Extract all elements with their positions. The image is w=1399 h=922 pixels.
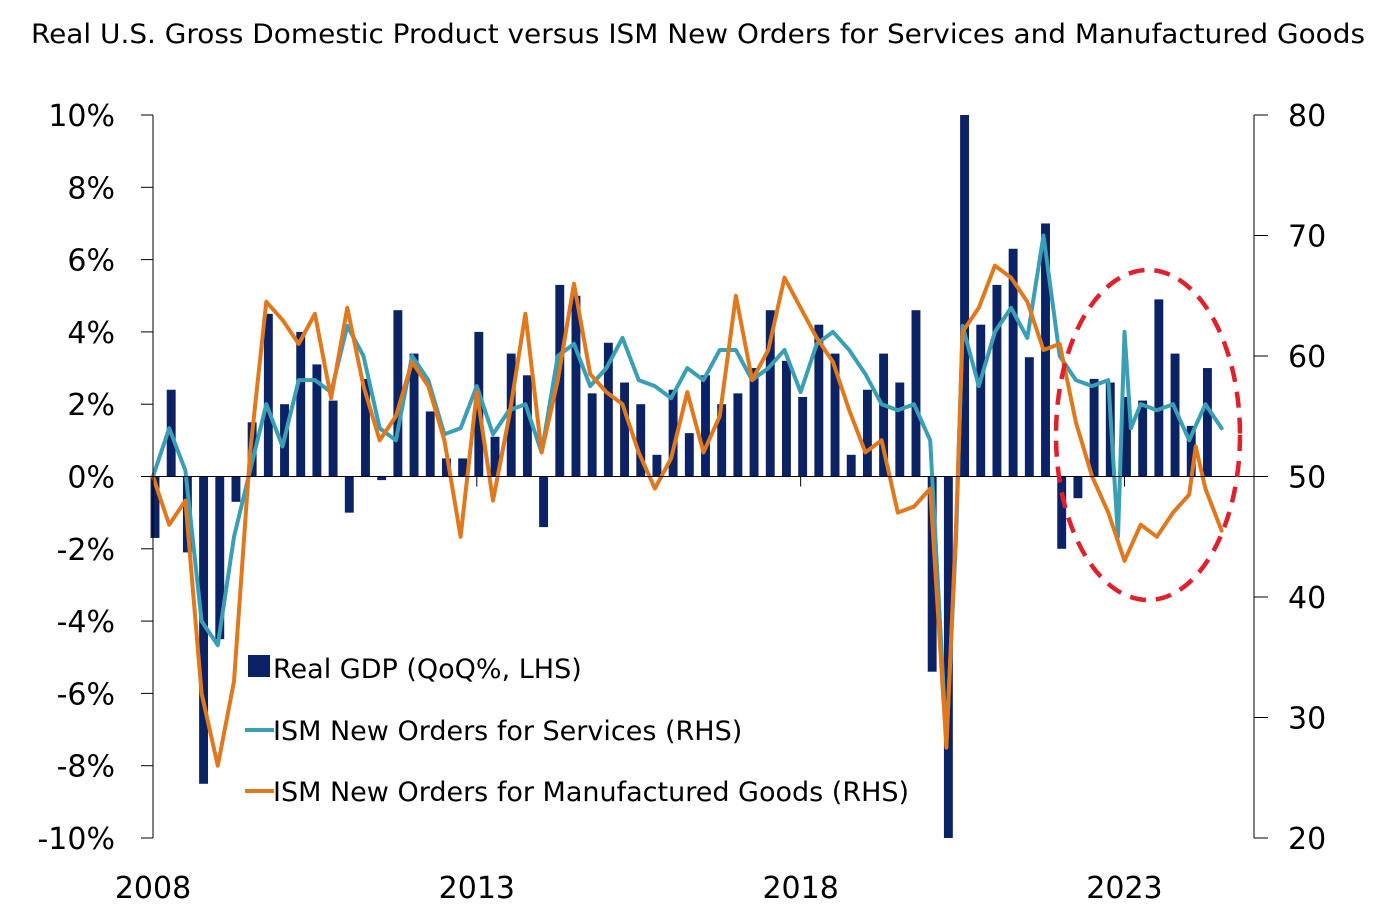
gdp-bar <box>522 375 532 477</box>
gdp-bar <box>425 411 435 477</box>
legend-label: Real GDP (QoQ%, LHS) <box>273 654 582 685</box>
gdp-bar <box>344 476 354 513</box>
gdp-bar <box>539 476 549 528</box>
gdp-bar <box>1122 396 1131 477</box>
gdp-bar <box>603 342 613 477</box>
gdp-bar <box>409 353 419 477</box>
gdp-bar <box>1186 425 1196 477</box>
right-tick-label: 80 <box>1288 99 1326 134</box>
gdp-bar <box>668 389 678 477</box>
gdp-bar <box>911 310 921 477</box>
highlight-ellipse <box>1053 267 1243 603</box>
gdp-bar <box>976 324 986 477</box>
gdp-bar <box>733 393 743 477</box>
gdp-bar <box>620 382 629 477</box>
axes: 10% 8% 6% 4% 2% 0% -2% -4% -6% -8% -10% 80 70 60 50 40 3… <box>37 99 1326 906</box>
gdp-bar <box>814 324 824 477</box>
legend-swatch-gdp <box>248 655 270 677</box>
gdp-bar <box>555 284 565 477</box>
x-tick-label: 2008 <box>115 871 191 906</box>
gdp-bar <box>862 389 872 477</box>
right-tick-label: 40 <box>1288 581 1326 616</box>
gdp-bar <box>231 476 241 502</box>
gdp-bar <box>927 476 937 672</box>
gdp-bar <box>1024 357 1034 477</box>
right-tick-label: 70 <box>1288 220 1326 255</box>
legend: Real GDP (QoQ%, LHS) ISM New Orders for S… <box>245 654 909 808</box>
gdp-bar <box>150 476 160 538</box>
gdp-bar <box>1008 248 1018 477</box>
gdp-bar <box>652 454 662 477</box>
gdp-bar <box>490 436 500 477</box>
manufacturing-line <box>151 263 1224 768</box>
gdp-bar <box>587 393 597 477</box>
left-tick-label: 8% <box>67 171 115 206</box>
gdp-bar <box>1073 476 1083 499</box>
gdp-bar <box>263 313 273 477</box>
gdp-bar <box>312 364 322 477</box>
annotation <box>1053 267 1243 603</box>
gdp-bar <box>798 396 808 477</box>
legend-label: ISM New Orders for Manufactured Goods (R… <box>273 777 909 808</box>
left-tick-label: -4% <box>57 605 115 640</box>
gdp-bar <box>701 375 710 477</box>
gdp-bar <box>960 115 970 477</box>
gdp-bar <box>992 284 1002 477</box>
gdp-bar <box>1154 299 1164 477</box>
left-tick-label: -2% <box>57 533 115 568</box>
gdp-bar <box>1138 400 1148 477</box>
gdp-bar <box>377 476 387 481</box>
x-tick-label: 2023 <box>1086 871 1162 906</box>
gdp-bar <box>684 433 694 477</box>
gdp-bar <box>199 476 209 784</box>
gdp-bar <box>830 353 840 477</box>
gdp-bar <box>765 310 775 477</box>
chart-title: Real U.S. Gross Domestic Product versus … <box>31 19 1365 50</box>
left-tick-label: 6% <box>67 244 115 279</box>
gdp-bar <box>215 476 225 640</box>
gdp-bar <box>571 295 581 477</box>
gdp-bar <box>1089 378 1099 477</box>
gdp-bar <box>1057 476 1067 549</box>
legend-label: ISM New Orders for Services (RHS) <box>273 716 742 747</box>
x-tick-label: 2013 <box>439 871 515 906</box>
x-tick-label: 2018 <box>762 871 838 906</box>
gdp-bar <box>361 378 370 477</box>
left-tick-label: 4% <box>67 316 115 351</box>
left-tick-label: -10% <box>37 822 115 857</box>
series-lines <box>151 233 1224 768</box>
gdp-bar <box>393 310 403 477</box>
gdp-bar <box>717 404 727 477</box>
left-tick-label: -8% <box>57 750 115 785</box>
gdp-bar <box>328 400 338 477</box>
right-tick-label: 60 <box>1288 340 1326 375</box>
gdp-bar <box>846 454 856 477</box>
left-tick-label: -6% <box>57 677 115 712</box>
gdp-bar <box>749 368 759 477</box>
left-tick-label: 2% <box>67 388 115 423</box>
gdp-bar <box>1170 353 1180 477</box>
gdp-bar <box>441 458 451 477</box>
gdp-bar <box>895 382 905 477</box>
right-tick-label: 50 <box>1288 461 1326 496</box>
gdp-bar <box>296 331 306 477</box>
left-tick-label: 10% <box>48 99 115 134</box>
gdp-bar <box>1202 368 1212 477</box>
right-tick-label: 20 <box>1288 822 1326 857</box>
gdp-bar <box>458 458 468 477</box>
gdp-bar <box>782 360 791 477</box>
left-tick-label: 0% <box>67 461 115 496</box>
right-tick-label: 30 <box>1288 702 1326 737</box>
gdp-bar <box>636 404 646 477</box>
gdp-bar <box>879 353 889 477</box>
